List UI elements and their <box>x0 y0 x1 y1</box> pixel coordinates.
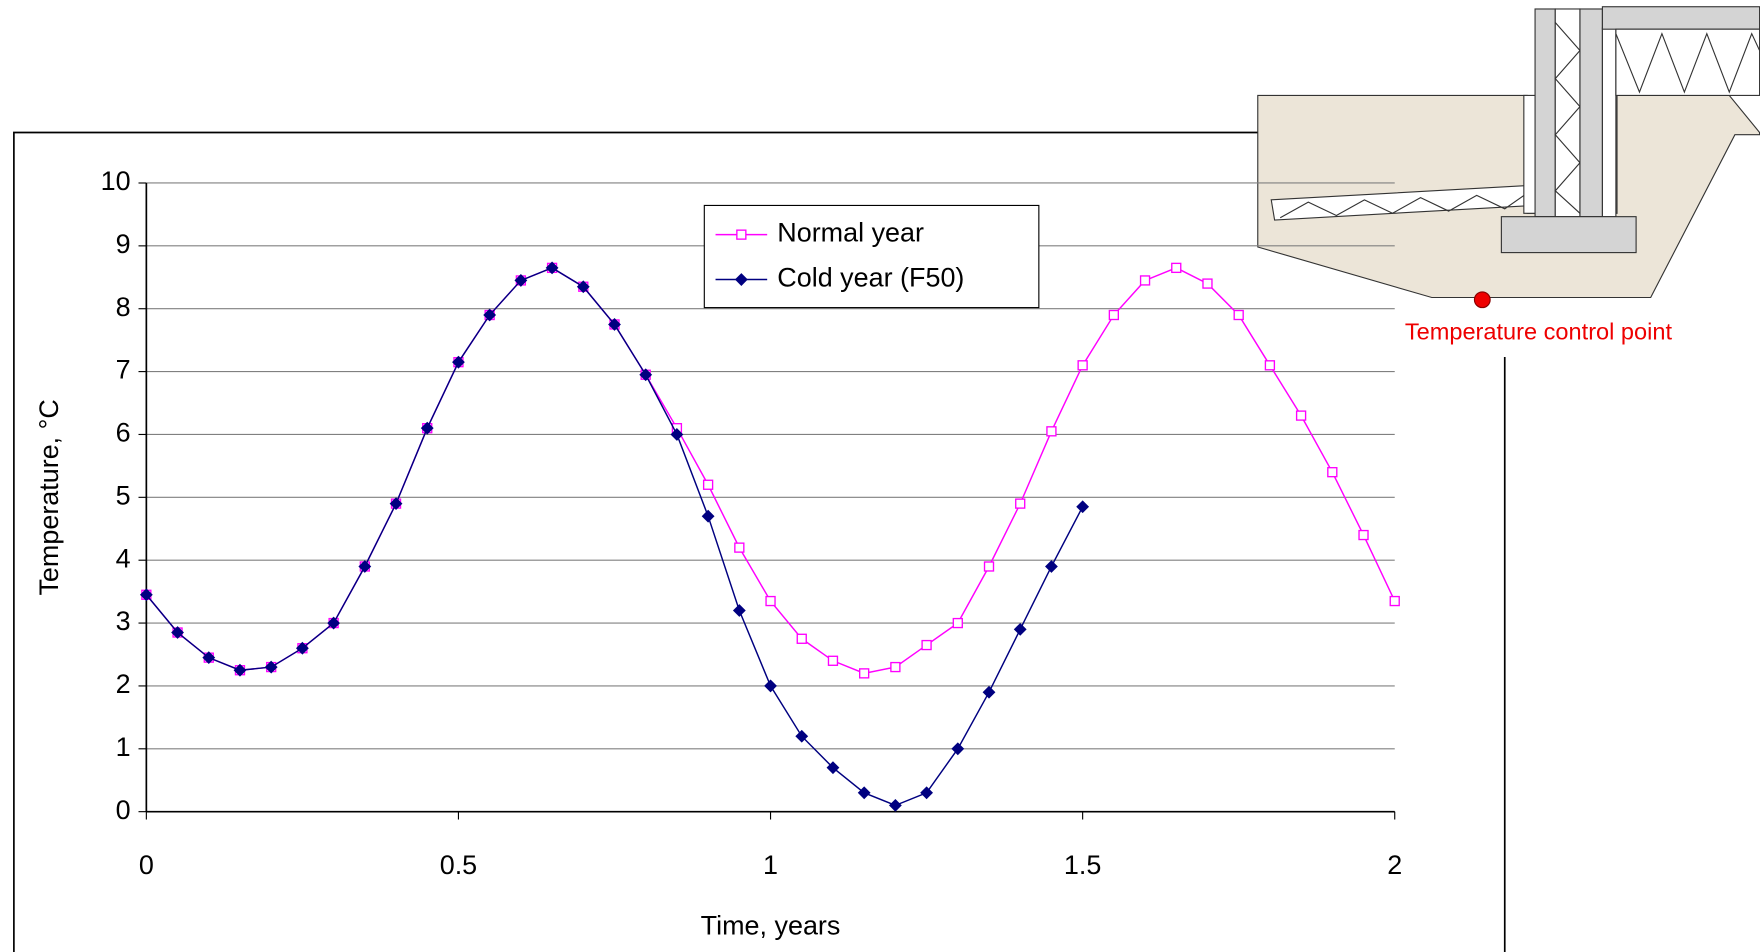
legend-label: Cold year (F50) <box>777 263 964 293</box>
data-point <box>202 651 216 665</box>
data-point <box>795 729 809 743</box>
data-point <box>827 655 839 666</box>
data-point <box>171 626 184 639</box>
legend-label: Normal year <box>777 218 924 248</box>
data-point <box>1108 309 1120 321</box>
data-point <box>1076 500 1090 514</box>
data-point <box>1045 560 1058 573</box>
y-tick-label: 4 <box>116 543 131 573</box>
series-line <box>145 267 1396 675</box>
y-tick-label: 0 <box>116 795 131 825</box>
wall-insulation <box>1554 8 1581 218</box>
y-tick-label: 2 <box>116 669 131 699</box>
data-point <box>951 742 965 756</box>
insulation <box>1523 94 1536 214</box>
data-point <box>952 617 963 629</box>
legend-marker <box>734 273 748 286</box>
data-point <box>1264 360 1276 371</box>
data-point <box>1233 309 1244 321</box>
data-point <box>764 679 777 693</box>
data-point <box>1015 498 1026 509</box>
data-point <box>702 479 714 490</box>
data-point <box>1358 529 1369 541</box>
y-tick-label: 9 <box>116 229 131 259</box>
footing <box>1500 216 1637 254</box>
data-point <box>920 786 933 800</box>
data-point <box>639 368 653 382</box>
slab <box>1601 6 1760 30</box>
data-point <box>1013 622 1027 636</box>
data-point <box>483 308 497 322</box>
y-tick-label: 5 <box>116 480 131 510</box>
data-point <box>982 685 996 699</box>
data-point <box>765 595 776 607</box>
data-point <box>1327 467 1338 478</box>
data-point <box>139 588 153 602</box>
data-point <box>233 663 247 677</box>
data-point <box>859 668 870 679</box>
x-tick-label: 2 <box>1387 850 1402 880</box>
legend-marker <box>736 229 747 240</box>
series-line <box>145 267 1084 807</box>
data-point <box>732 604 746 617</box>
data-point <box>1171 262 1182 274</box>
y-tick-label: 7 <box>116 355 131 385</box>
y-tick-label: 10 <box>101 166 131 196</box>
data-point <box>358 560 372 573</box>
legend: Normal year Cold year (F50) <box>703 204 1040 309</box>
insulation-hatch <box>1615 32 1760 94</box>
data-point <box>514 274 528 287</box>
data-point <box>295 641 309 655</box>
foundation-diagram: Temperature control point <box>1257 6 1760 345</box>
x-tick-label: 0.5 <box>440 850 477 880</box>
data-point <box>1139 275 1151 286</box>
slab-insulation <box>1615 28 1760 96</box>
x-tick-label: 0 <box>139 850 154 880</box>
control-point <box>1473 291 1491 309</box>
y-axis-title: Temperature, °C <box>34 399 64 595</box>
data-point <box>1295 410 1307 421</box>
data-point <box>389 497 403 511</box>
insulation-hatch <box>1279 192 1528 219</box>
legend-box <box>703 204 1040 309</box>
data-point <box>1046 426 1057 437</box>
annotation: Temperature control point <box>1405 319 1673 345</box>
data-point <box>890 661 901 673</box>
data-point <box>921 639 932 651</box>
y-tick-label: 1 <box>116 732 131 762</box>
data-point <box>670 428 684 441</box>
data-point <box>888 798 902 812</box>
data-point <box>857 786 871 800</box>
data-point <box>1077 360 1088 371</box>
data-point <box>452 355 465 369</box>
data-point <box>1202 278 1213 289</box>
data-point <box>576 280 590 294</box>
y-tick-label: 8 <box>116 292 131 322</box>
data-point <box>1389 595 1400 607</box>
x-tick-label: 1 <box>763 850 778 880</box>
y-tick-label: 3 <box>116 606 131 636</box>
x-axis-title: Time, years <box>701 910 841 940</box>
data-point <box>420 421 434 435</box>
data-point <box>701 509 715 523</box>
data-point <box>545 261 559 275</box>
data-point <box>826 761 840 775</box>
data-point <box>264 660 278 674</box>
data-point <box>327 616 341 630</box>
wall <box>1579 8 1603 218</box>
insulation <box>1601 27 1617 218</box>
data-point <box>796 633 807 644</box>
data-point <box>734 542 745 553</box>
data-point <box>608 318 621 331</box>
chart-frame <box>13 131 1258 952</box>
wall <box>1534 8 1556 218</box>
data-point <box>983 561 995 572</box>
y-tick-label: 6 <box>116 418 131 448</box>
insulation-hatch <box>1554 22 1581 214</box>
x-tick-label: 1.5 <box>1064 850 1101 880</box>
